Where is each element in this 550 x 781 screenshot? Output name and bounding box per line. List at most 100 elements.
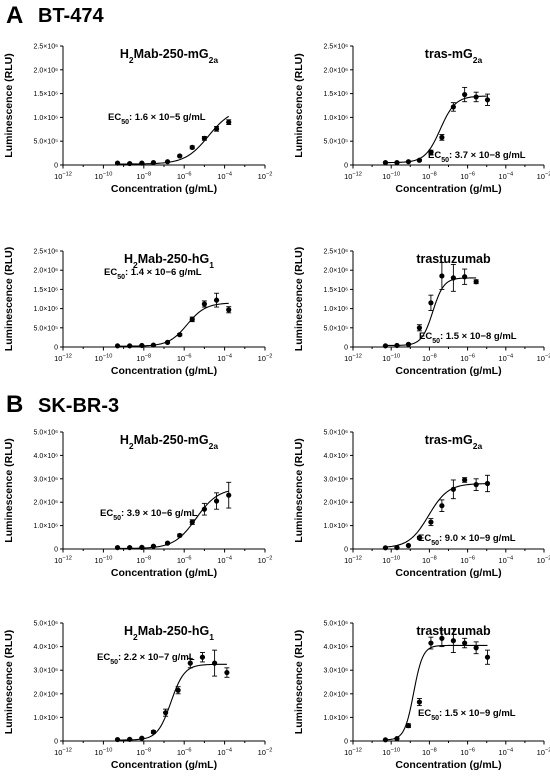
x-axis-label: Concentration (g/mL) bbox=[111, 183, 217, 195]
data-point bbox=[150, 342, 157, 348]
x-tick-label: 10−8 bbox=[136, 354, 151, 363]
data-point bbox=[150, 160, 157, 166]
data-point bbox=[382, 737, 389, 743]
y-tick-label: 2.0×10⁶ bbox=[324, 268, 349, 275]
data-point bbox=[189, 316, 195, 322]
x-tick-label: 10−2 bbox=[258, 556, 273, 565]
data-point bbox=[462, 477, 468, 483]
data-point bbox=[473, 645, 479, 651]
y-tick-label: 2.0×10⁶ bbox=[324, 67, 349, 74]
x-axis-label: Concentration (g/mL) bbox=[395, 759, 501, 771]
data-point bbox=[201, 135, 207, 141]
fit-curve bbox=[117, 115, 230, 165]
data-point bbox=[428, 519, 434, 525]
data-point bbox=[212, 660, 218, 666]
data-point bbox=[394, 544, 400, 551]
data-point bbox=[439, 273, 445, 279]
data-point bbox=[114, 544, 121, 551]
y-tick-label: 1.0×10⁶ bbox=[34, 115, 59, 122]
y-tick-label: 0 bbox=[344, 547, 348, 554]
x-tick-label: 10−4 bbox=[498, 556, 513, 565]
data-point bbox=[405, 341, 412, 347]
data-point bbox=[450, 275, 456, 281]
y-tick-label: 0 bbox=[344, 163, 348, 170]
x-tick-label: 10−12 bbox=[344, 172, 362, 181]
chart-title: H2Mab-250-mG2a bbox=[120, 47, 219, 65]
data-point bbox=[450, 486, 456, 492]
data-point bbox=[439, 503, 445, 509]
chart-7: 0 1.0×10⁶ 2.0×10⁶ 3.0×10⁶ 4.0×10⁶ 5.0×10⁶ 10−1… bbox=[3, 621, 272, 772]
data-point bbox=[450, 104, 456, 110]
data-point bbox=[382, 160, 389, 166]
data-point bbox=[139, 735, 145, 741]
panel-letter-a: A bbox=[6, 2, 24, 29]
data-point bbox=[226, 492, 232, 498]
x-tick-label: 10−10 bbox=[94, 556, 112, 565]
x-tick-label: 10−12 bbox=[54, 748, 72, 757]
data-point bbox=[199, 654, 206, 660]
y-tick-label: 4.0×10⁶ bbox=[324, 644, 349, 651]
y-tick-label: 5.0×10⁶ bbox=[324, 430, 349, 437]
data-point bbox=[139, 544, 145, 550]
data-point bbox=[127, 544, 133, 551]
data-point bbox=[164, 339, 171, 345]
y-tick-label: 1.0×10⁶ bbox=[324, 115, 349, 122]
y-tick-label: 0 bbox=[344, 739, 348, 746]
data-point bbox=[164, 540, 171, 546]
y-tick-label: 3.0×10⁶ bbox=[34, 668, 59, 675]
data-point bbox=[484, 654, 491, 660]
x-tick-label: 10−2 bbox=[537, 556, 550, 565]
data-point bbox=[189, 519, 195, 525]
data-point bbox=[439, 134, 445, 140]
data-point bbox=[127, 736, 133, 742]
y-tick-label: 2.0×10⁶ bbox=[324, 500, 349, 507]
x-tick-label: 10−12 bbox=[344, 354, 362, 363]
chart-title: H2Mab-250-hG1 bbox=[124, 252, 214, 270]
x-tick-label: 10−8 bbox=[136, 556, 151, 565]
y-tick-label: 1.0×10⁶ bbox=[324, 306, 349, 313]
data-point bbox=[213, 297, 220, 303]
x-tick-label: 10−2 bbox=[537, 748, 550, 757]
y-tick-label: 0 bbox=[54, 547, 58, 554]
fit-curve bbox=[117, 663, 227, 741]
y-tick-label: 4.0×10⁶ bbox=[34, 453, 59, 460]
fit-curve bbox=[385, 483, 488, 548]
x-tick-label: 10−4 bbox=[498, 748, 513, 757]
x-tick-label: 10−8 bbox=[422, 556, 437, 565]
data-point bbox=[473, 94, 479, 100]
data-point bbox=[127, 160, 133, 167]
y-tick-label: 1.5×10⁶ bbox=[324, 287, 349, 294]
y-tick-label: 0 bbox=[344, 345, 348, 352]
y-tick-label: 5.0×10⁵ bbox=[323, 325, 348, 332]
x-tick-label: 10−2 bbox=[537, 354, 550, 363]
data-point bbox=[450, 638, 456, 644]
data-point bbox=[201, 301, 207, 307]
x-tick-label: 10−8 bbox=[422, 172, 437, 181]
x-tick-label: 10−8 bbox=[422, 748, 437, 757]
data-point bbox=[189, 144, 195, 150]
x-tick-label: 10−12 bbox=[54, 556, 72, 565]
data-point bbox=[224, 669, 230, 676]
y-tick-label: 0 bbox=[54, 739, 58, 746]
data-point bbox=[175, 687, 181, 693]
fit-curve bbox=[117, 490, 229, 550]
y-axis-label: Luminescence (RLU) bbox=[3, 247, 15, 351]
data-point bbox=[201, 506, 207, 512]
y-tick-label: 1.0×10⁶ bbox=[34, 523, 59, 530]
y-tick-label: 4.0×10⁶ bbox=[34, 644, 59, 651]
y-axis-label: Luminescence (RLU) bbox=[293, 438, 305, 542]
data-point bbox=[382, 545, 389, 551]
data-point bbox=[226, 119, 232, 125]
fit-curve bbox=[385, 644, 488, 741]
x-tick-label: 10−2 bbox=[258, 354, 273, 363]
data-point bbox=[405, 159, 412, 165]
y-tick-label: 2.5×10⁶ bbox=[34, 44, 59, 51]
y-tick-label: 5.0×10⁵ bbox=[33, 139, 58, 146]
chart-3: 0 5.0×10⁵ 1.0×10⁶ 1.5×10⁶ 2.0×10⁶ 2.5×10⁶ 10−1… bbox=[3, 247, 272, 377]
y-tick-label: 1.0×10⁶ bbox=[34, 715, 59, 722]
panel-letter-b: B bbox=[6, 391, 24, 418]
data-point bbox=[416, 157, 423, 163]
data-point bbox=[177, 153, 183, 159]
x-tick-label: 10−10 bbox=[382, 354, 400, 363]
x-tick-label: 10−6 bbox=[177, 556, 192, 565]
